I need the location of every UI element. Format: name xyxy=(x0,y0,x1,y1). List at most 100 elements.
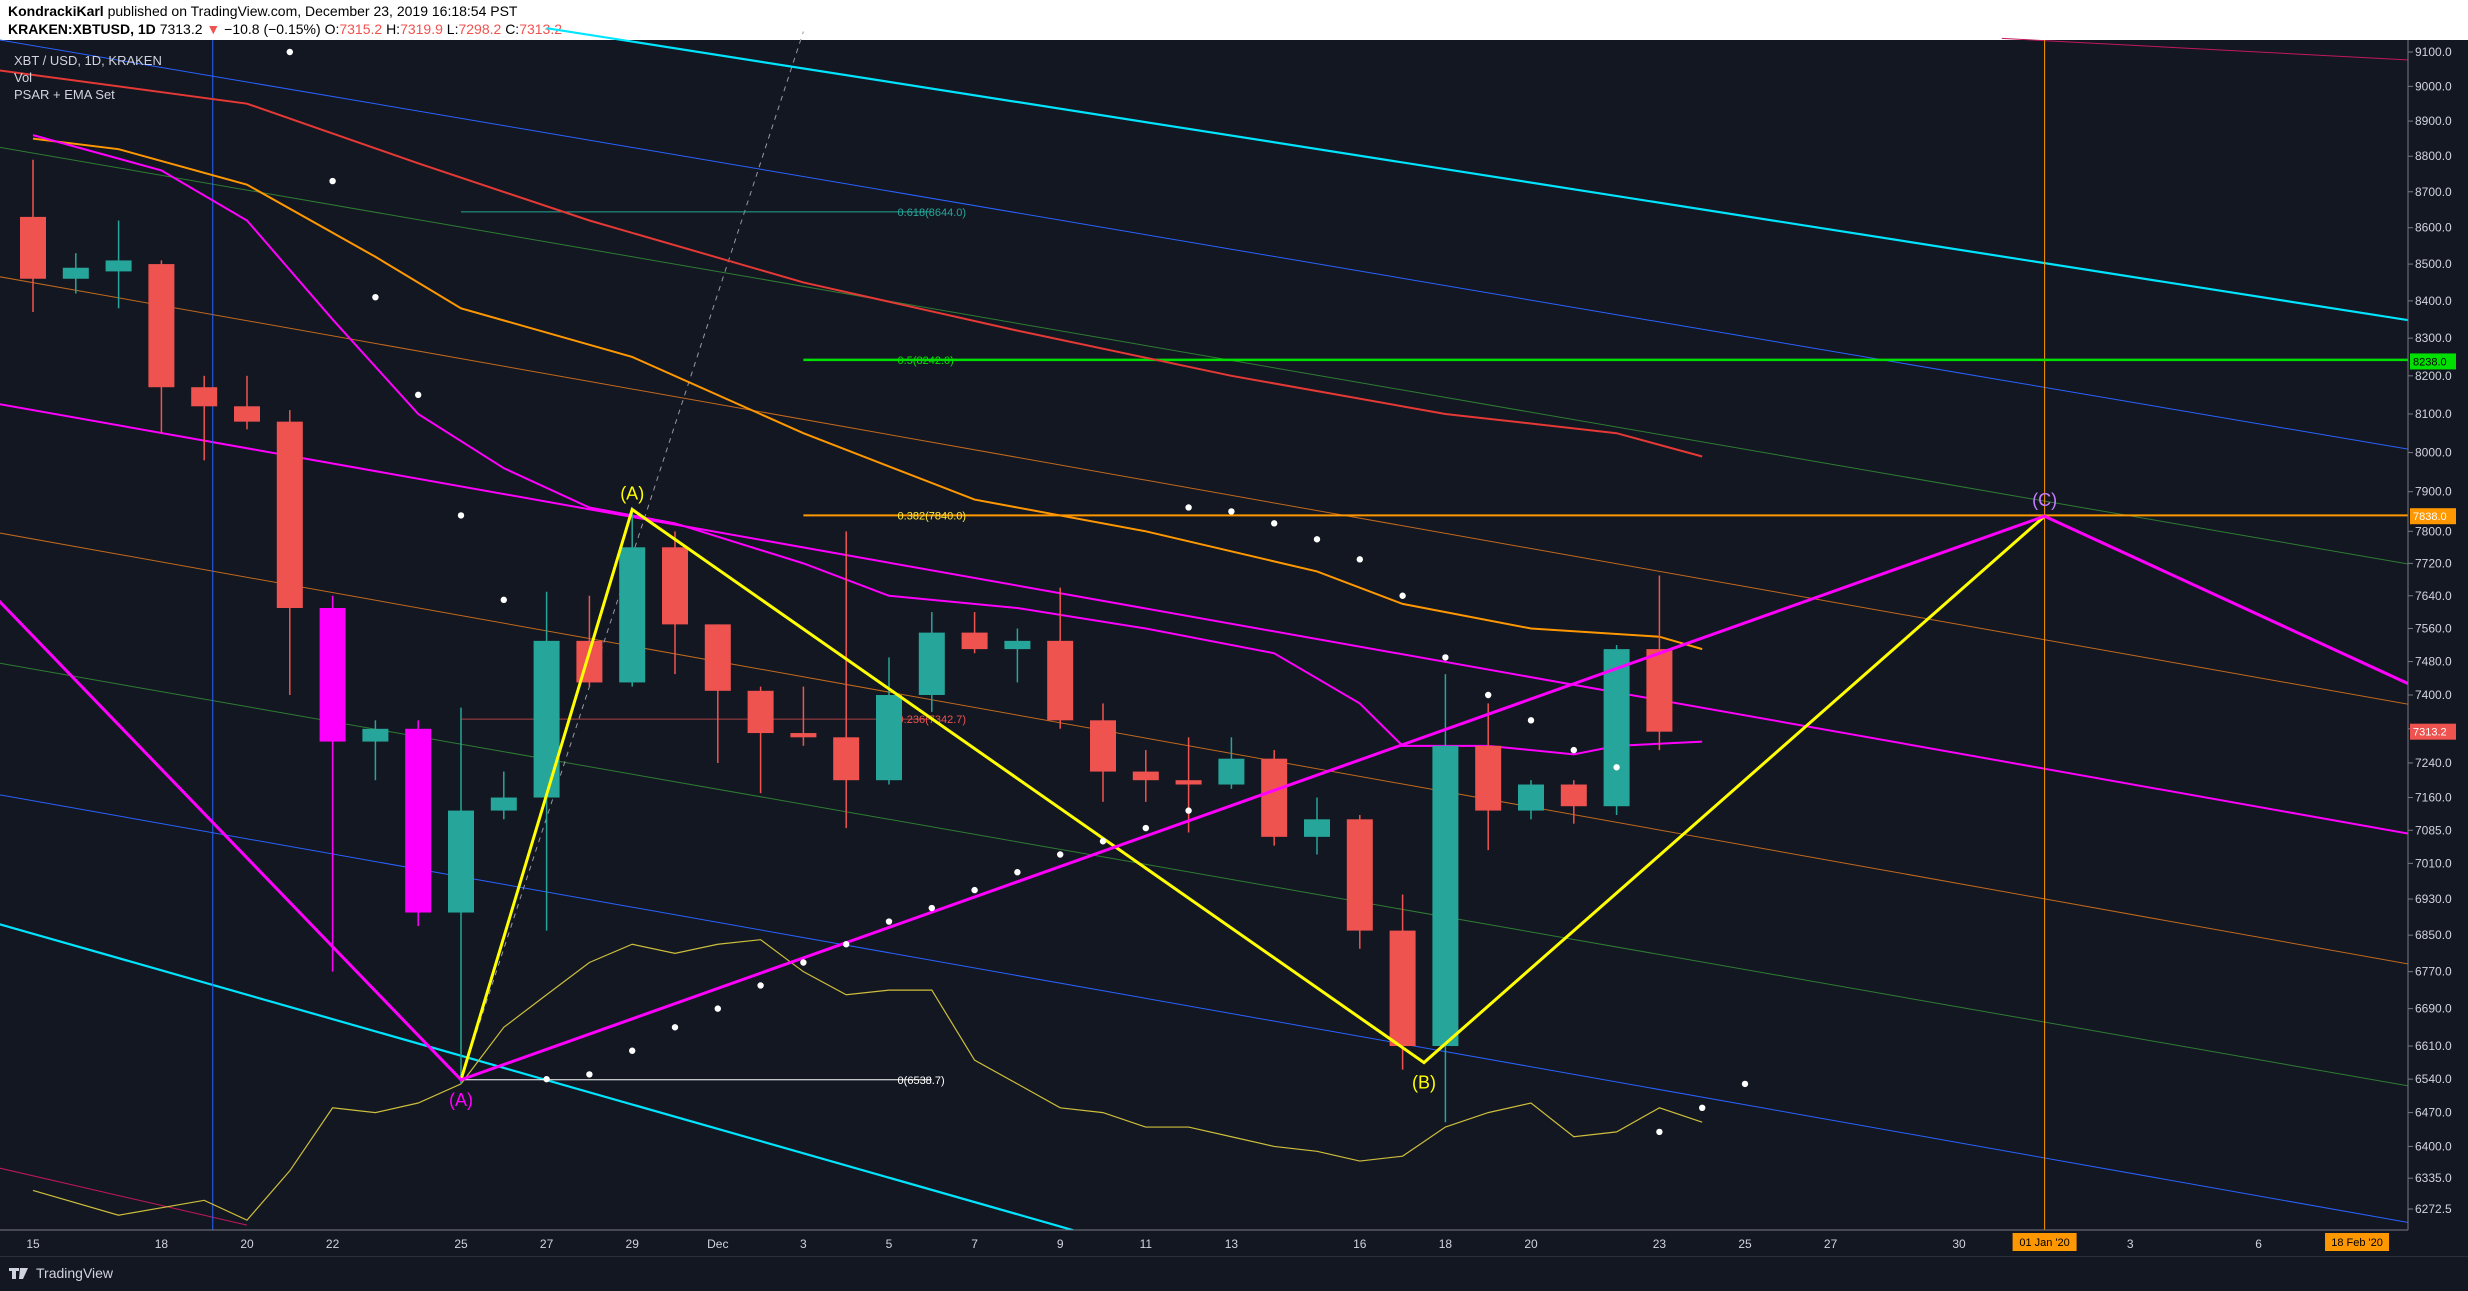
candle-body xyxy=(1518,784,1544,811)
psar-dot xyxy=(1014,869,1021,876)
psar-dot xyxy=(1613,764,1620,771)
time-tick-label: 29 xyxy=(626,1237,640,1251)
channel-line xyxy=(0,1167,248,1226)
candle-body xyxy=(876,695,902,781)
candle-body xyxy=(1218,758,1245,785)
candle-body xyxy=(1432,745,1459,1047)
author-name[interactable]: KondrackiKarl xyxy=(8,3,104,19)
fib-level-label: 0(6538.7) xyxy=(898,1075,945,1087)
price-tick-label: 8300.0 xyxy=(2415,331,2452,345)
price-tick-label: 7640.0 xyxy=(2415,589,2452,603)
tradingview-brand[interactable]: TradingView xyxy=(8,1265,113,1281)
time-tick-label: 15 xyxy=(26,1237,40,1251)
time-tick-label: 9 xyxy=(1057,1237,1064,1251)
channel-line xyxy=(0,276,2452,713)
high-label: H: xyxy=(386,21,401,37)
psar-dot xyxy=(1271,520,1278,527)
price-tick-label: 8800.0 xyxy=(2415,149,2452,163)
channel-lines xyxy=(0,27,2452,1232)
psar-dot xyxy=(1228,508,1235,515)
channel-line xyxy=(0,532,2452,973)
volume-line xyxy=(32,939,1703,1221)
time-tick-label: 30 xyxy=(1952,1237,1966,1251)
price-tick-label: 7480.0 xyxy=(2415,655,2452,669)
price-tick-label: 6335.0 xyxy=(2415,1171,2452,1185)
psar-dot xyxy=(415,391,422,399)
channel-line xyxy=(0,794,2452,1231)
tradingview-logo-icon xyxy=(9,1268,28,1279)
price-chart[interactable]: 0.618(8644.0)0.5(8242.0)0.382(7840.0)0.2… xyxy=(0,0,2468,1256)
abc-pattern-magenta xyxy=(0,514,2452,1082)
price-label-box xyxy=(2410,508,2456,525)
candle-body xyxy=(747,690,774,734)
candle-body xyxy=(961,632,988,650)
price-tick-label: 6850.0 xyxy=(2415,928,2452,942)
candle-body xyxy=(918,632,945,696)
candle-body xyxy=(362,728,389,742)
pattern-lines: (A) (B) (C) (A) xyxy=(0,483,2452,1110)
candle-body xyxy=(1132,771,1159,781)
psar-dot xyxy=(372,293,379,301)
candle-body xyxy=(319,607,346,742)
time-tick-label: 22 xyxy=(326,1237,340,1251)
pattern-point-label: (C) xyxy=(2032,490,2057,510)
price-tick-label: 6272.5 xyxy=(2415,1202,2452,1216)
price-tick-label: 8400.0 xyxy=(2415,294,2452,308)
price-label-box xyxy=(2410,723,2456,740)
time-tick-label: 18 xyxy=(155,1237,169,1251)
time-tick-label: 3 xyxy=(2127,1237,2134,1251)
psar-dot xyxy=(800,959,807,966)
psar-dot xyxy=(457,512,465,519)
fib-level-label: 0.382(7840.0) xyxy=(898,510,967,522)
price-tick-label: 8500.0 xyxy=(2415,257,2452,271)
open-value: 7315.2 xyxy=(339,21,383,37)
ema-line xyxy=(0,69,1703,458)
quote-line: KRAKEN:XBTUSD, 1D 7313.2 ▼ −10.8 (−0.15%… xyxy=(8,21,562,37)
footer: TradingView xyxy=(0,1256,2468,1291)
psar-dot xyxy=(629,1047,636,1054)
legend-psar-ema[interactable]: PSAR + EMA Set xyxy=(14,87,115,102)
channel-line xyxy=(0,403,2452,843)
candle-body xyxy=(276,421,303,608)
volume-layer xyxy=(32,939,1703,1221)
last-price: 7313.2 xyxy=(159,21,203,37)
channel-line xyxy=(2001,37,2452,63)
price-label-text: 7313.2 xyxy=(2413,727,2447,739)
time-tick-label: 23 xyxy=(1653,1237,1667,1251)
price-label-box xyxy=(2410,353,2456,370)
time-tick-label: 18 xyxy=(1439,1237,1453,1251)
symbol-label: KRAKEN:XBTUSD, 1D xyxy=(8,21,156,37)
time-highlight-box xyxy=(2325,1233,2390,1251)
candle-body xyxy=(1346,819,1373,931)
legend-volume[interactable]: Vol xyxy=(14,70,33,85)
time-tick-label: 7 xyxy=(971,1237,978,1251)
close-value: 7313.2 xyxy=(519,21,563,37)
time-tick-label: 11 xyxy=(1140,1237,1153,1251)
psar-dot xyxy=(500,596,507,604)
price-label-text: 7838.0 xyxy=(2413,511,2447,523)
price-tick-label: 7400.0 xyxy=(2415,688,2452,702)
psar-dot xyxy=(885,918,893,925)
price-tick-label: 6400.0 xyxy=(2415,1139,2452,1153)
legend-title: XBT / USD, 1D, KRAKEN xyxy=(14,53,162,68)
candle-body xyxy=(1090,720,1116,772)
price-tick-label: 6610.0 xyxy=(2415,1039,2452,1053)
psar-dot xyxy=(971,886,978,894)
candle-body xyxy=(1175,780,1202,785)
candle-body xyxy=(62,267,89,279)
psar-dot xyxy=(1356,556,1364,563)
channel-line xyxy=(0,39,2452,457)
price-tick-label: 8600.0 xyxy=(2415,221,2452,235)
close-label: C: xyxy=(505,21,520,37)
pattern-point-label: (A) xyxy=(449,1090,473,1110)
time-tick-label: Dec xyxy=(707,1237,728,1251)
candle-body xyxy=(191,387,218,407)
price-tick-label: 6690.0 xyxy=(2415,1002,2452,1016)
candle-body xyxy=(1560,784,1587,807)
time-tick-label: 27 xyxy=(540,1237,554,1251)
psar-dot xyxy=(1570,746,1578,754)
psar-dot xyxy=(1485,691,1492,699)
pattern-point-label: (A) xyxy=(620,483,644,503)
candle-body xyxy=(704,624,731,691)
psar-dot xyxy=(1099,838,1107,845)
